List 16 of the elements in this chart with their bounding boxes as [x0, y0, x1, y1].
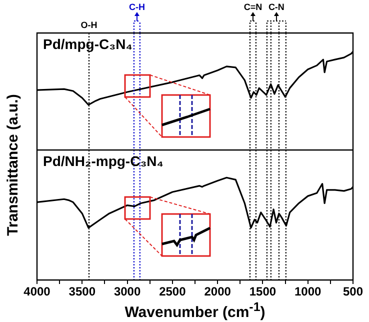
- chart-title: Pd/mpg-C₃N₄: [43, 36, 132, 52]
- ref-line-label: C=N: [244, 2, 262, 12]
- x-tick-label: 3500: [68, 284, 96, 299]
- x-tick-label: 4000: [24, 284, 51, 299]
- x-tick-label: 2500: [159, 284, 186, 299]
- x-tick-label: 2000: [204, 284, 232, 299]
- ref-line-label: C-N: [268, 2, 284, 12]
- x-tick-label: 1000: [294, 284, 322, 299]
- ref-line-label: C-H: [128, 2, 145, 12]
- chart-title: Pd/NH₂-mpg-C₃N₄: [43, 152, 164, 169]
- x-axis-title: Wavenumber (cm$^{-1}$): [124, 300, 266, 321]
- y-axis-title: Transmittance (a.u.): [4, 94, 22, 236]
- ref-line-label: O-H: [80, 20, 98, 30]
- x-tick-label: 500: [342, 284, 364, 299]
- x-tick-label: 1500: [249, 284, 276, 299]
- x-tick-label: 3000: [114, 284, 141, 299]
